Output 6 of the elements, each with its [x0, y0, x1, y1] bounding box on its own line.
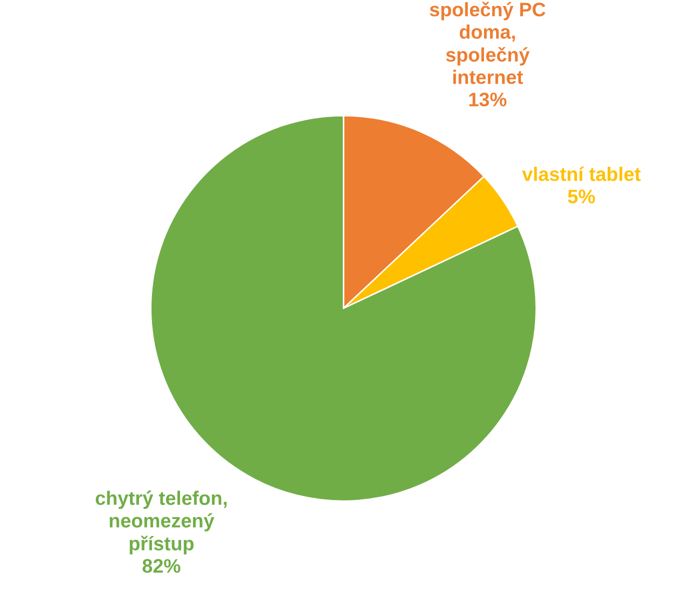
data-label: 82% — [142, 559, 180, 573]
slice-label: společný PC doma, společný internet — [430, 2, 546, 84]
data-label: 5% — [568, 190, 595, 204]
slice-label: vlastní tablet — [522, 166, 641, 182]
slice-label: chytrý telefon, neomezený přístup — [96, 490, 227, 554]
data-label: 13% — [469, 92, 507, 106]
